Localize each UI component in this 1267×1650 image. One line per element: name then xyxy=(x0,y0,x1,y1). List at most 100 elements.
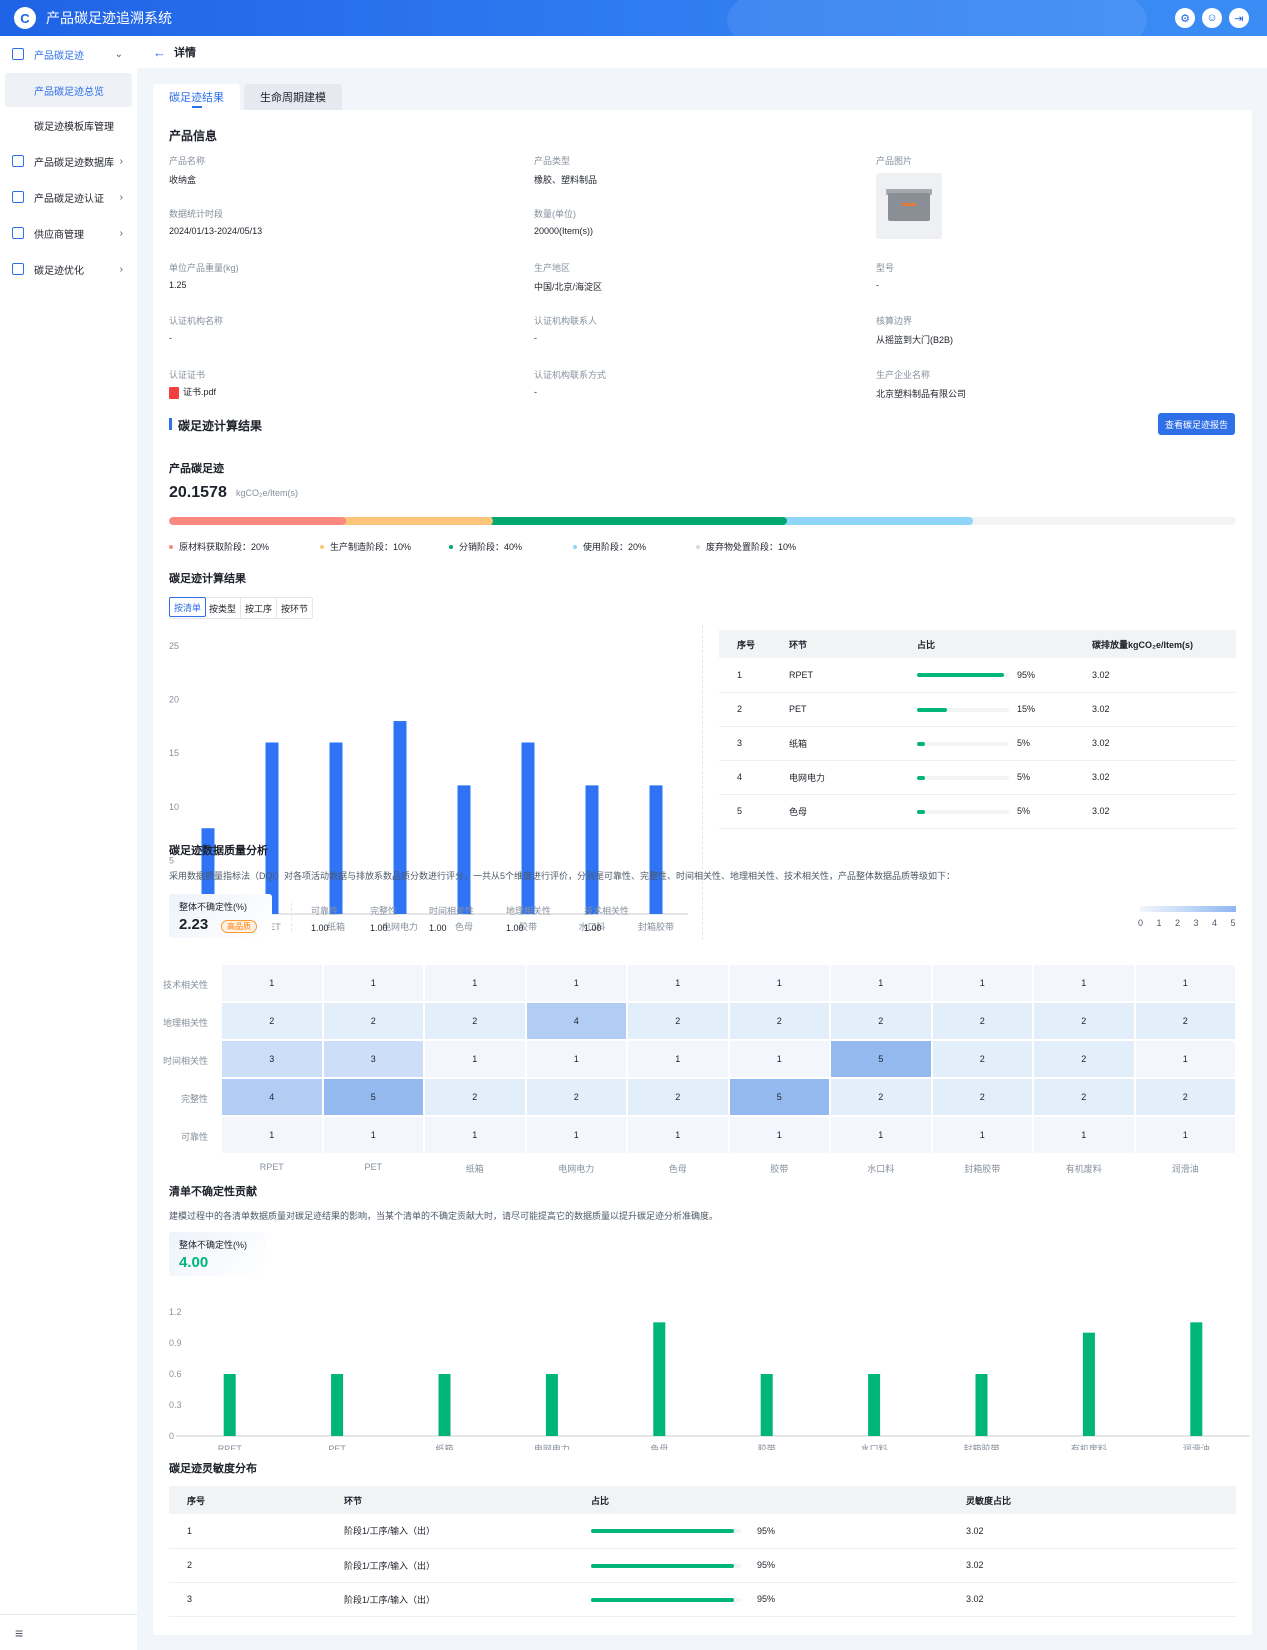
heatmap-cell[interactable]: 3 xyxy=(221,1040,323,1078)
heatmap-cell[interactable]: 1 xyxy=(1134,1116,1236,1154)
heatmap-cell[interactable]: 2 xyxy=(1033,1002,1135,1040)
sidebar-item-product-footprint[interactable]: 产品碳足迹 ⌄ xyxy=(0,36,137,72)
heatmap-cell[interactable]: 1 xyxy=(830,964,932,1002)
back-arrow-icon[interactable]: ← xyxy=(153,44,166,60)
sidebar-item-optimization[interactable]: 碳足迹优化 › xyxy=(0,251,137,287)
user-icon[interactable]: ☺ xyxy=(1202,8,1222,28)
row-ratio: 95% xyxy=(591,1582,966,1617)
bar[interactable] xyxy=(201,828,215,914)
heatmap-cell[interactable]: 2 xyxy=(931,1002,1033,1040)
heatmap-cell[interactable]: 1 xyxy=(1033,1116,1135,1154)
heatmap-cell[interactable]: 1 xyxy=(627,1116,729,1154)
bar[interactable] xyxy=(329,742,343,914)
heatmap-cell[interactable]: 2 xyxy=(627,1078,729,1116)
heatmap-cell[interactable]: 1 xyxy=(931,1116,1033,1154)
heatmap-cell[interactable]: 5 xyxy=(322,1078,424,1116)
heatmap-cell[interactable]: 2 xyxy=(1033,1040,1135,1078)
heatmap-cell[interactable]: 1 xyxy=(931,964,1033,1002)
heatmap-cell[interactable]: 2 xyxy=(931,1078,1033,1116)
heatmap-cell[interactable]: 1 xyxy=(1134,964,1236,1002)
heatmap-cell[interactable]: 3 xyxy=(322,1040,424,1078)
sidebar-item-database[interactable]: 产品碳足迹数据库 › xyxy=(0,143,137,179)
heatmap-cell[interactable]: 1 xyxy=(525,1116,627,1154)
heatmap-cell[interactable]: 2 xyxy=(1134,1002,1236,1040)
sidebar-item-label: 供应商管理 xyxy=(34,229,84,241)
logout-icon[interactable]: ⇥ xyxy=(1229,8,1249,28)
segment-by-stage[interactable]: 按环节 xyxy=(281,603,309,614)
bar[interactable] xyxy=(975,1374,988,1436)
bar[interactable] xyxy=(585,785,599,914)
heatmap-cell[interactable]: 1 xyxy=(728,1116,830,1154)
heatmap-cell[interactable]: 2 xyxy=(221,1002,323,1040)
heatmap-cell[interactable]: 1 xyxy=(1134,1040,1236,1078)
heatmap-cell[interactable]: 1 xyxy=(221,964,323,1002)
heatmap-cell[interactable]: 2 xyxy=(627,1002,729,1040)
heatmap-cell[interactable]: 4 xyxy=(221,1078,323,1116)
heatmap-cell[interactable]: 2 xyxy=(424,1002,526,1040)
heatmap-cell[interactable]: 1 xyxy=(627,964,729,1002)
heatmap-cell[interactable]: 2 xyxy=(830,1078,932,1116)
heatmap-cell[interactable]: 2 xyxy=(931,1040,1033,1078)
heatmap-cell[interactable]: 1 xyxy=(424,1116,526,1154)
field-label: 认证机构联系方式 xyxy=(534,370,607,380)
bar[interactable] xyxy=(868,1374,881,1436)
field-value: 2024/01/13-2024/05/13 xyxy=(169,226,263,236)
heatmap-cell[interactable]: 1 xyxy=(424,964,526,1002)
view-report-button[interactable]: 查看碳足迹报告 xyxy=(1158,413,1236,435)
bar[interactable] xyxy=(457,785,471,914)
calc-result-title: 碳足迹计算结果 xyxy=(169,573,246,585)
settings-icon[interactable]: ⚙ xyxy=(1175,8,1195,28)
menu-collapse-icon[interactable]: ≡ xyxy=(0,1614,137,1650)
sidebar-sub-template[interactable]: 碳足迹模板库管理 xyxy=(34,121,114,133)
bar[interactable] xyxy=(649,785,663,914)
bar[interactable] xyxy=(438,1374,451,1436)
product-image[interactable] xyxy=(876,173,942,239)
heatmap-cell[interactable]: 1 xyxy=(322,964,424,1002)
row-value: 3.02 xyxy=(1092,794,1236,829)
heatmap-cell[interactable]: 1 xyxy=(525,964,627,1002)
bar[interactable] xyxy=(265,742,279,914)
certificate-file-link[interactable]: 证书.pdf xyxy=(169,385,216,399)
segment-by-type[interactable]: 按类型 xyxy=(205,598,242,618)
bar[interactable] xyxy=(653,1322,666,1436)
heatmap-cell[interactable]: 1 xyxy=(322,1116,424,1154)
bar[interactable] xyxy=(760,1374,773,1436)
sidebar-item-supplier[interactable]: 供应商管理 › xyxy=(0,215,137,251)
bar[interactable] xyxy=(1190,1322,1203,1436)
bar[interactable] xyxy=(223,1374,236,1436)
heatmap-cell[interactable]: 1 xyxy=(728,1040,830,1078)
tab-lifecycle-modeling[interactable]: 生命周期建模 xyxy=(244,84,342,110)
sensitivity-title: 碳足迹灵敏度分布 xyxy=(169,1463,257,1475)
heatmap-cell[interactable]: 5 xyxy=(830,1040,932,1078)
heatmap-cell[interactable]: 2 xyxy=(322,1002,424,1040)
heatmap-cell[interactable]: 1 xyxy=(525,1040,627,1078)
bar[interactable] xyxy=(1082,1332,1095,1436)
tab-footprint-result[interactable]: 碳足迹结果 xyxy=(153,84,240,110)
heatmap-cell[interactable]: 1 xyxy=(1033,964,1135,1002)
heatmap-cell[interactable]: 2 xyxy=(830,1002,932,1040)
sidebar-sub-overview[interactable]: 产品碳足迹总览 xyxy=(5,73,132,107)
segment-by-list[interactable]: 按清单 xyxy=(169,597,207,617)
dqi-dimension-label: 地理相关性 xyxy=(506,906,552,916)
dqi-heatmap: 技术相关性 1 1 1 1 1 1 1 1 1 1 地理相关性 2 2 2 4 2 2 2 2 2 2 时间相关性 3 3 1 1 1… xyxy=(153,952,1252,1174)
heatmap-cell[interactable]: 1 xyxy=(627,1040,729,1078)
heatmap-cell[interactable]: 4 xyxy=(525,1002,627,1040)
heatmap-cell[interactable]: 1 xyxy=(424,1040,526,1078)
bar[interactable] xyxy=(393,721,407,914)
bar[interactable] xyxy=(545,1374,558,1436)
bar[interactable] xyxy=(331,1374,344,1436)
bar[interactable] xyxy=(521,742,535,914)
x-tick-label: PET xyxy=(263,922,281,932)
heatmap-cell[interactable]: 5 xyxy=(728,1078,830,1116)
sidebar-item-certification[interactable]: 产品碳足迹认证 › xyxy=(0,179,137,215)
divider xyxy=(291,903,292,931)
heatmap-cell[interactable]: 2 xyxy=(728,1002,830,1040)
heatmap-cell[interactable]: 1 xyxy=(830,1116,932,1154)
heatmap-cell[interactable]: 2 xyxy=(525,1078,627,1116)
heatmap-cell[interactable]: 1 xyxy=(728,964,830,1002)
segment-by-process[interactable]: 按工序 xyxy=(241,598,278,618)
heatmap-cell[interactable]: 2 xyxy=(1033,1078,1135,1116)
heatmap-cell[interactable]: 2 xyxy=(424,1078,526,1116)
heatmap-cell[interactable]: 1 xyxy=(221,1116,323,1154)
heatmap-cell[interactable]: 2 xyxy=(1134,1078,1236,1116)
